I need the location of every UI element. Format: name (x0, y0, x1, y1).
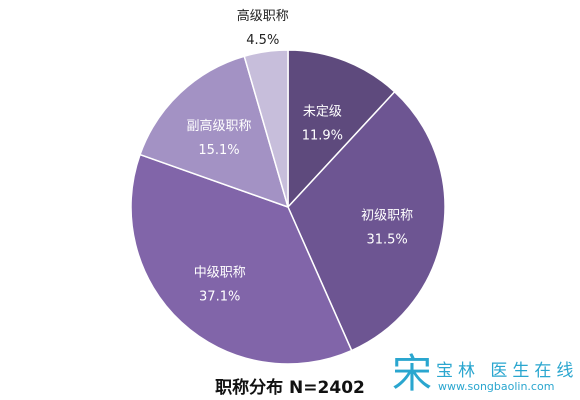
pie-slice-2 (130, 153, 353, 365)
pie-labels: 未定级 11.9% 初级职称 31.5% 中级职称 37.1% 副高级职称 15.1% 高级职称… (186, 8, 413, 305)
chart-title: 职称分布 N=2402 (215, 378, 365, 398)
pie-slice-3 (139, 55, 290, 209)
pie-slice-4 (243, 49, 289, 208)
slice-label-3: 副高级职称 (186, 118, 251, 134)
slice-value-2: 37.1% (199, 290, 240, 305)
watermark-name: 宝林 医生在线 (436, 361, 579, 381)
slice-label-1: 初级职称 (361, 209, 413, 224)
watermark-glyph: 宋 (392, 351, 432, 397)
slice-label-4: 高级职称 (237, 8, 289, 24)
watermark-logo: 宋 宝林 医生在线 www.songbaolin.com (392, 352, 577, 398)
pie-slice-0 (287, 49, 396, 209)
slice-value-3: 15.1% (198, 143, 239, 158)
slice-value-1: 31.5% (366, 233, 407, 248)
slice-label-2: 中级职称 (194, 266, 246, 281)
pie-slice-1 (287, 90, 446, 352)
pie-slices (130, 49, 446, 365)
slice-label-0: 未定级 (303, 104, 342, 119)
slice-value-0: 11.9% (302, 128, 343, 143)
watermark-url: www.songbaolin.com (438, 380, 555, 393)
slice-value-4: 4.5% (246, 33, 279, 48)
